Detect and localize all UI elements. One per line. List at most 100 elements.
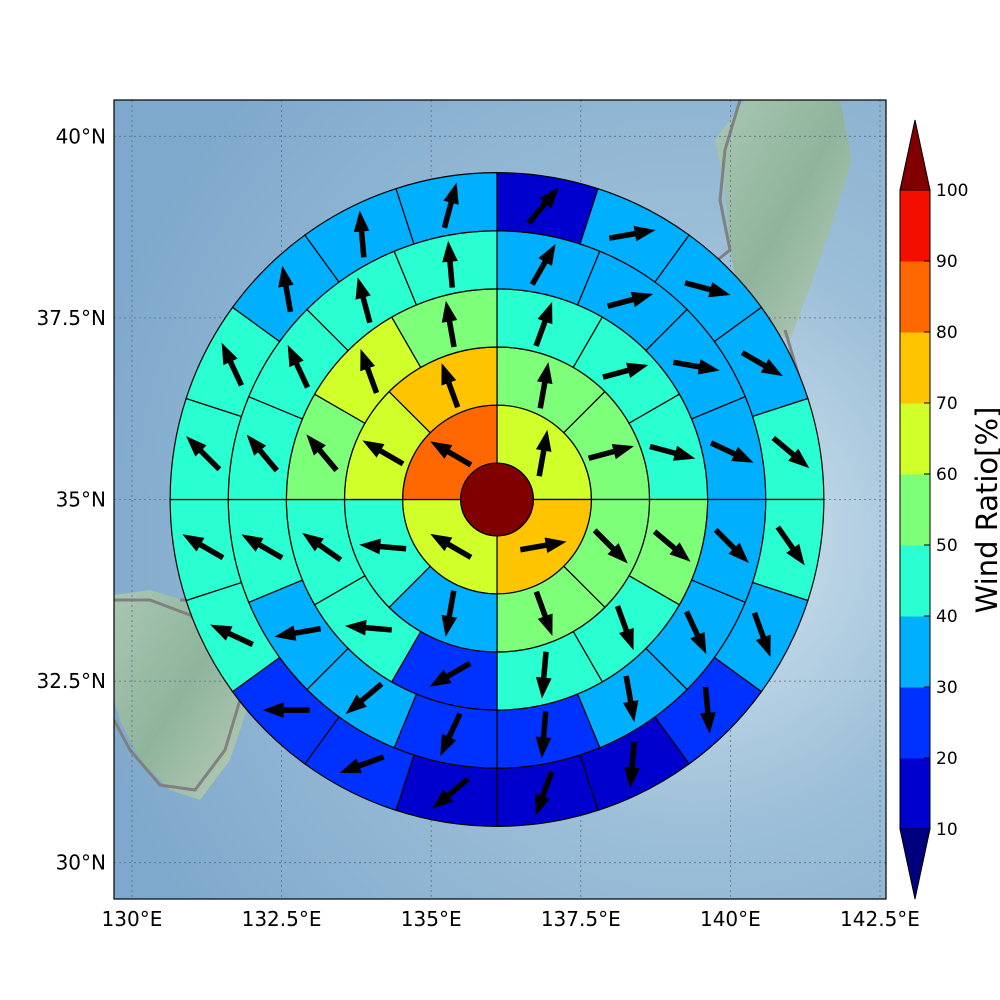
colorbar-tick-label: 100: [936, 181, 968, 201]
x-tick-label: 137.5°E: [541, 907, 621, 931]
wind-arrow-shape: [535, 711, 552, 759]
colorbar-bin: [900, 190, 930, 262]
wind-arrow: [210, 624, 254, 648]
x-tick-label: 135°E: [401, 907, 462, 931]
wind-arrow-shape: [652, 529, 691, 562]
wind-arrow-shape: [526, 187, 559, 225]
wind-arrow: [519, 537, 567, 553]
colorbar-tick-label: 20: [936, 749, 958, 769]
wind-arrow-shape: [429, 660, 472, 687]
wind-arrow: [709, 440, 754, 463]
wind-arrow-shape: [186, 436, 222, 472]
wind-arrow: [441, 182, 459, 229]
wind-arrow-shape: [683, 610, 707, 655]
wind-arrow: [529, 243, 556, 286]
wind-arrow: [592, 528, 628, 564]
colorbar-under-extend: [899, 828, 931, 900]
colorbar-tick-label: 60: [936, 465, 958, 485]
wind-arrow-shape: [441, 300, 458, 348]
wind-arrow: [246, 434, 279, 473]
wind-arrow-shape: [274, 625, 322, 641]
wind-arrow-shape: [210, 624, 254, 648]
wind-arrow-shape: [775, 525, 805, 566]
wind-arrow-shape: [771, 435, 810, 469]
wind-arrows: [182, 182, 810, 816]
wind-arrow: [652, 529, 691, 562]
wind-arrow: [587, 443, 634, 461]
wind-arrow-shape: [362, 440, 405, 467]
wind-arrow: [432, 776, 470, 809]
wind-arrow-shape: [345, 681, 384, 715]
map-frame: [113, 99, 887, 900]
wind-arrow-shape: [592, 528, 628, 564]
colorbar-bin: [900, 758, 930, 830]
colorbar-tick-label: 50: [936, 536, 958, 556]
wind-arrow-shape: [587, 443, 634, 461]
ring-sector: [395, 172, 498, 245]
colorbar-tick-label: 70: [936, 394, 958, 414]
wind-arrow: [535, 429, 552, 477]
wind-arrow-shape: [355, 277, 373, 324]
wind-arrow-shape: [535, 770, 555, 816]
colorbar-label: Wind Ratio[%]: [970, 407, 1000, 614]
wind-arrow-shape: [684, 280, 731, 298]
colorbar-bin: [900, 261, 930, 333]
y-tick-label: 37.5°N: [37, 306, 107, 330]
wind-arrow-shape: [262, 702, 310, 718]
wind-arrow-shape: [533, 301, 553, 347]
wind-arrow: [683, 610, 707, 655]
wind-arrow-shape: [536, 362, 553, 409]
wind-arrow-shape: [432, 776, 470, 809]
wind-arrow: [622, 675, 639, 723]
wind-arrow-shape: [442, 240, 458, 288]
wind-arrow-shape: [649, 443, 696, 461]
x-axis: 130°E 132.5°E 135°E 137.5°E 140°E 142.5°E: [102, 907, 920, 931]
wind-arrow: [535, 711, 552, 759]
wind-arrow: [442, 240, 458, 288]
wind-arrow: [274, 625, 322, 641]
wind-arrow: [441, 300, 458, 348]
wind-arrow: [535, 651, 552, 699]
wind-arrow-shape: [441, 182, 459, 229]
wind-arrow-shape: [740, 350, 783, 377]
wind-arrow: [526, 187, 559, 225]
wind-arrow-shape: [440, 712, 463, 757]
wind-arrow: [344, 619, 393, 636]
wind-arrow: [429, 660, 472, 687]
wind-arrow-shape: [339, 754, 385, 774]
colorbar-tick-label: 80: [936, 323, 958, 343]
wind-arrow: [699, 686, 716, 734]
wind-arrow: [221, 342, 244, 387]
wind-arrow: [602, 362, 649, 380]
wind-arrow-shape: [441, 363, 461, 409]
wind-arrow-shape: [302, 532, 343, 563]
wind-arrow: [533, 301, 553, 347]
wind-arrow-shape: [306, 434, 339, 473]
x-tick-label: 142.5°E: [840, 907, 920, 931]
colorbar-tick-label: 90: [936, 252, 958, 272]
wind-arrow-shape: [607, 291, 654, 309]
wind-arrow: [608, 225, 656, 242]
colorbar-tick-label: 30: [936, 678, 958, 698]
wind-arrow: [430, 441, 473, 468]
wind-arrow: [306, 434, 339, 473]
wind-arrow-shape: [535, 651, 552, 699]
wind-arrow: [353, 210, 370, 258]
wind-arrow: [441, 590, 458, 637]
wind-arrow: [182, 534, 225, 561]
wind-arrow: [440, 712, 463, 757]
wind-arrow: [278, 265, 294, 313]
wind-arrow-shape: [535, 429, 552, 477]
wind-arrow: [241, 534, 284, 561]
colorbar-bin: [900, 616, 930, 688]
wind-arrow: [186, 436, 222, 472]
wind-arrow-shape: [519, 537, 567, 553]
colorbar: 10 20 30 40 50 60 70 80 90 100: [899, 119, 968, 900]
colorbar-frame: [899, 189, 931, 830]
colorbar-tick-label: 10: [936, 820, 958, 840]
y-axis: 40°N 37.5°N 35°N 32.5°N 30°N: [37, 124, 107, 874]
wind-arrow-shape: [533, 590, 553, 636]
wind-arrow: [751, 611, 771, 657]
wind-arrow-shape: [699, 686, 716, 734]
